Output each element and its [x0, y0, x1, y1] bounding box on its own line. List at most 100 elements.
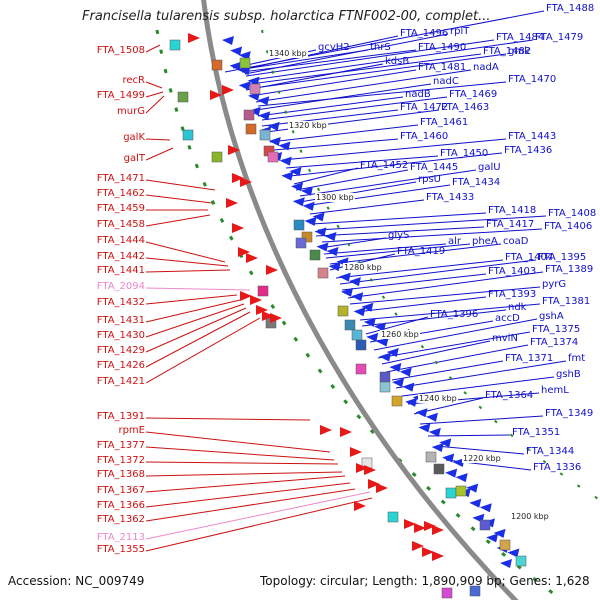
reverse-strand-gene	[418, 423, 431, 433]
right-gene-label: hemL	[541, 385, 569, 396]
right-gene-label: pheA	[472, 236, 498, 247]
reverse-strand-gene	[389, 363, 402, 373]
reverse-strand-gene	[238, 66, 251, 76]
left-gene-label: galK	[123, 132, 145, 143]
forward-strand-gene	[422, 547, 434, 557]
reverse-strand-gene	[353, 307, 366, 317]
kbp-tick-label: 1260 kbp	[380, 330, 420, 339]
right-gene-label: FTA_1490	[418, 42, 467, 53]
forward-strand-gene	[376, 483, 388, 493]
gene-box	[455, 485, 467, 497]
right-gene-label: FTA_1404	[505, 252, 554, 263]
forward-strand-gene	[262, 311, 274, 321]
left-label-connector	[145, 482, 351, 508]
left-label-connector	[145, 269, 231, 273]
right-label-connector	[349, 286, 541, 305]
left-label-connector	[145, 214, 211, 227]
right-label-connector	[293, 167, 359, 185]
left-gene-label: FTA_1367	[96, 485, 145, 496]
right-gene-label: FTA_1418	[488, 205, 537, 216]
right-label-connector	[261, 96, 448, 121]
right-label-connector	[323, 243, 447, 255]
gene-box	[337, 305, 349, 317]
forward-strand-gene	[404, 519, 416, 529]
right-label-connector	[329, 243, 502, 265]
reverse-strand-gene	[341, 287, 354, 297]
left-label-connector	[145, 461, 339, 465]
reverse-strand-gene	[479, 503, 492, 513]
forward-strand-gene	[232, 173, 244, 183]
right-gene-label: FTA_1393	[488, 289, 537, 300]
right-label-connector	[241, 49, 417, 73]
right-gene-label: FTA_1381	[542, 296, 591, 307]
left-label-connector	[145, 475, 346, 493]
reverse-strand-gene	[399, 367, 412, 377]
reverse-strand-gene	[247, 76, 260, 86]
left-gene-label: FTA_1458	[96, 219, 145, 230]
forward-strand-gene	[356, 463, 368, 473]
right-gene-label: nadC	[433, 76, 459, 87]
forward-strand-gene	[368, 479, 380, 489]
left-gene-label: FTA_1391	[96, 411, 145, 422]
right-gene-label: FTA_1472	[400, 102, 449, 113]
reverse-strand-gene	[316, 242, 329, 252]
right-gene-label: gmk	[508, 46, 530, 57]
forward-strand-gene	[222, 85, 234, 95]
right-label-connector	[303, 184, 451, 207]
reverse-strand-gene	[439, 438, 452, 448]
gene-box	[177, 91, 189, 103]
left-label-connector	[145, 299, 241, 323]
forward-strand-gene	[320, 425, 332, 435]
right-gene-label: FTA_1479	[535, 32, 584, 43]
right-gene-label: FTA_1460	[400, 131, 449, 142]
right-gene-label: FTA_1375	[532, 324, 581, 335]
left-label-connector	[145, 287, 251, 291]
left-gene-label: FTA_1431	[96, 315, 145, 326]
right-label-connector	[391, 360, 504, 381]
forward-strand-gene	[364, 465, 376, 475]
left-gene-label: FTA_1377	[96, 440, 145, 451]
gene-box	[479, 519, 491, 531]
right-gene-label: accD	[495, 313, 520, 324]
reverse-strand-gene	[278, 141, 291, 151]
gene-features	[169, 33, 527, 599]
reverse-strand-gene	[402, 382, 415, 392]
right-label-connector	[261, 109, 399, 127]
reverse-strand-gene	[258, 111, 271, 121]
right-gene-label: FTA_1406	[544, 221, 593, 232]
kbp-tick-label: 1300 kbp	[315, 193, 355, 202]
left-label-connector	[145, 307, 247, 353]
reverse-strand-gene	[324, 231, 337, 241]
forward-strand-gene	[412, 541, 424, 551]
right-label-connector	[419, 415, 544, 425]
gene-box	[295, 237, 307, 249]
right-gene-label: pyrG	[542, 279, 567, 290]
right-gene-label: FTA_1344	[526, 446, 575, 457]
reverse-strand-gene	[302, 201, 315, 211]
left-gene-label: murG	[117, 106, 145, 117]
right-label-connector	[377, 331, 531, 359]
right-label-connector	[355, 296, 487, 313]
right-gene-label: nadA	[473, 62, 499, 73]
right-gene-label: FTA_1419	[397, 246, 446, 257]
right-label-connector	[269, 124, 419, 143]
gene-box	[351, 329, 363, 341]
right-label-connector	[321, 228, 543, 243]
left-label-connector	[145, 179, 216, 191]
reverse-strand-gene	[328, 262, 341, 272]
left-label-connector	[145, 241, 226, 263]
left-gene-label: FTA_2094	[96, 281, 145, 292]
right-gene-label: FTA_1403	[488, 266, 537, 277]
right-gene-label: gshA	[539, 311, 564, 322]
left-label-connector	[145, 317, 261, 384]
right-label-connector	[245, 63, 384, 91]
gene-box	[182, 129, 194, 141]
right-gene-label: FTA_1469	[449, 89, 498, 100]
right-gene-label: fmt	[568, 353, 586, 364]
right-label-connector	[281, 138, 507, 161]
forward-strand-gene	[266, 265, 278, 275]
forward-strand-gene	[238, 247, 250, 257]
reverse-strand-gene	[351, 292, 364, 302]
reverse-strand-gene	[363, 317, 376, 327]
right-gene-label: FTA_1434	[452, 177, 501, 188]
